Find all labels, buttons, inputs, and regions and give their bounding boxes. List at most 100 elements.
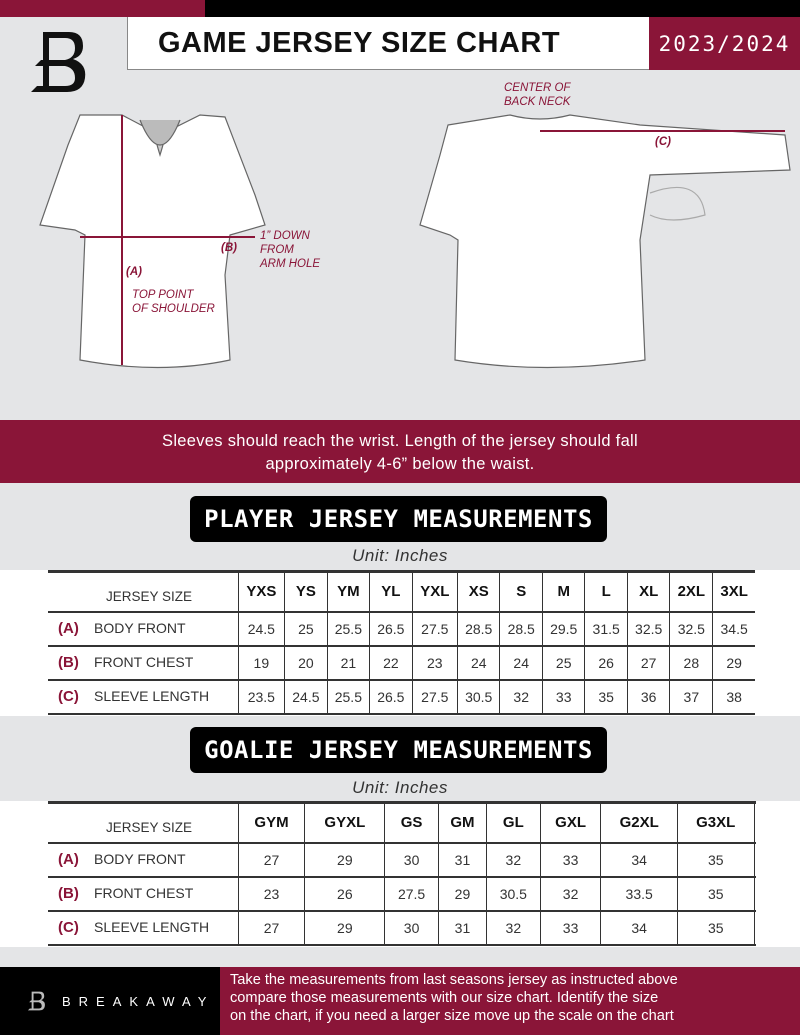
breakaway-logo-small	[27, 991, 45, 1011]
fit-instructions-banner: Sleeves should reach the wrist. Length o…	[0, 420, 800, 483]
goalie-section-title: GOALIE JERSEY MEASUREMENTS	[190, 727, 607, 773]
table-row: (A) BODY FRONT 24.5 25 25.5 26.5 27.5 28.5 28.5 2…	[48, 611, 755, 647]
row-letter: (B)	[58, 885, 79, 902]
annotation-line: 1” DOWN	[260, 230, 310, 242]
table-cell: 24.5	[284, 679, 328, 715]
annotation-line: BACK NECK	[504, 96, 571, 108]
table-cell: 21	[326, 645, 370, 681]
table-header-row: JERSEY SIZE YXS YS YM YL YXL XS S M L XL 2XL 3XL	[48, 570, 755, 613]
size-column-header: YM	[326, 570, 370, 613]
table-cell: 34.5	[712, 611, 755, 647]
size-column-header: YL	[369, 570, 413, 613]
table-row: (C) SLEEVE LENGTH 27 29 30 31 32 33 34 35	[48, 910, 755, 946]
season-label: 2023/2024	[649, 17, 800, 70]
top-shoulder-annotation: TOP POINT OF SHOULDER	[132, 288, 215, 316]
table-cell: 32	[485, 842, 541, 878]
table-cell: 29.5	[541, 611, 585, 647]
goalie-size-table: JERSEY SIZE GYM GYXL GS GM GL GXL G2XL G3XL (A) BO…	[48, 801, 755, 946]
size-column-header: XS	[456, 570, 500, 613]
size-column-header: GYXL	[304, 801, 385, 844]
row-name: BODY FRONT	[94, 851, 186, 867]
table-cell: 35	[676, 842, 754, 878]
size-column-header: YS	[284, 570, 328, 613]
table-cell: 22	[369, 645, 413, 681]
label-b: (B)	[221, 242, 237, 254]
annotation-line: ARM HOLE	[260, 258, 321, 270]
row-letter: (A)	[58, 620, 79, 637]
table-cell: 26.5	[369, 679, 413, 715]
table-cell: 24.5	[237, 611, 285, 647]
arm-hole-annotation: 1” DOWN FROM ARM HOLE	[260, 229, 320, 271]
footer-brand: BREAKAWAY	[0, 967, 220, 1035]
table-cell: 26	[304, 876, 385, 912]
size-column-header: M	[541, 570, 585, 613]
table-cell: 33	[541, 679, 585, 715]
top-black-bar	[205, 0, 800, 17]
table-header-row: JERSEY SIZE GYM GYXL GS GM GL GXL G2XL G3XL	[48, 801, 755, 844]
page-title: GAME JERSEY SIZE CHART	[158, 26, 561, 59]
player-unit-label: Unit: Inches	[352, 546, 448, 565]
table-cell: 24	[456, 645, 500, 681]
table-cell: 32	[485, 910, 541, 946]
table-cell: 35	[584, 679, 628, 715]
breakaway-logo	[31, 32, 86, 92]
size-column-header: G3XL	[676, 801, 754, 844]
player-size-table: JERSEY SIZE YXS YS YM YL YXL XS S M L XL 2XL 3XL (A) B…	[48, 570, 755, 715]
front-jersey	[39, 114, 266, 369]
top-accent-bar	[0, 0, 205, 17]
table-cell: 33.5	[600, 876, 678, 912]
table-cell: 36	[626, 679, 670, 715]
size-column-header: 2XL	[669, 570, 713, 613]
row-name: SLEEVE LENGTH	[94, 919, 210, 935]
footer-note: Take the measurements from last seasons …	[220, 967, 800, 1035]
table-cell: 30.5	[485, 876, 541, 912]
row-name: FRONT CHEST	[94, 654, 194, 670]
table-cell: 30	[384, 910, 439, 946]
table-cell: 38	[712, 679, 755, 715]
row-letter: (A)	[58, 851, 79, 868]
table-cell	[753, 876, 755, 912]
size-header: JERSEY SIZE	[48, 570, 238, 613]
table-cell: 29	[712, 645, 755, 681]
row-label: (C) SLEEVE LENGTH	[48, 910, 238, 946]
back-jersey	[419, 114, 791, 369]
table-cell: 29	[438, 876, 487, 912]
table-cell: 35	[676, 876, 754, 912]
size-column-header: GS	[384, 801, 439, 844]
table-cell: 31	[438, 842, 487, 878]
table-cell: 24	[499, 645, 543, 681]
size-column-header: YXL	[411, 570, 458, 613]
note-line: compare those measurements with our size…	[230, 990, 659, 1006]
table-cell: 27	[626, 645, 670, 681]
table-cell: 19	[237, 645, 285, 681]
table-cell: 28	[669, 645, 713, 681]
table-cell: 28.5	[499, 611, 543, 647]
label-c: (C)	[655, 136, 671, 148]
annotation-line: OF SHOULDER	[132, 303, 215, 315]
table-cell: 23	[237, 876, 305, 912]
row-label: (C) SLEEVE LENGTH	[48, 679, 238, 715]
jersey-diagram	[39, 114, 791, 369]
table-cell: 25.5	[326, 679, 370, 715]
size-column-header: S	[499, 570, 543, 613]
table-cell: 30.5	[456, 679, 500, 715]
table-cell: 27.5	[384, 876, 439, 912]
row-label: (B) FRONT CHEST	[48, 645, 238, 681]
size-column-header: GM	[438, 801, 487, 844]
center-back-neck-annotation: CENTER OF BACK NECK	[504, 81, 570, 109]
row-letter: (C)	[58, 688, 79, 705]
table-cell: 32	[539, 876, 601, 912]
annotation-line: TOP POINT	[132, 289, 194, 301]
size-column-header: G2XL	[600, 801, 678, 844]
row-letter: (C)	[58, 919, 79, 936]
size-column-header: GYM	[237, 801, 305, 844]
row-label: (A) BODY FRONT	[48, 611, 238, 647]
table-cell: 31.5	[584, 611, 628, 647]
table-cell: 32.5	[626, 611, 670, 647]
table-row: (A) BODY FRONT 27 29 30 31 32 33 34 35	[48, 842, 755, 878]
row-name: SLEEVE LENGTH	[94, 688, 210, 704]
table-cell: 20	[284, 645, 328, 681]
table-row: (C) SLEEVE LENGTH 23.5 24.5 25.5 26.5 27.5 30.5…	[48, 679, 755, 715]
row-label: (B) FRONT CHEST	[48, 876, 238, 912]
table-cell: 23	[411, 645, 458, 681]
